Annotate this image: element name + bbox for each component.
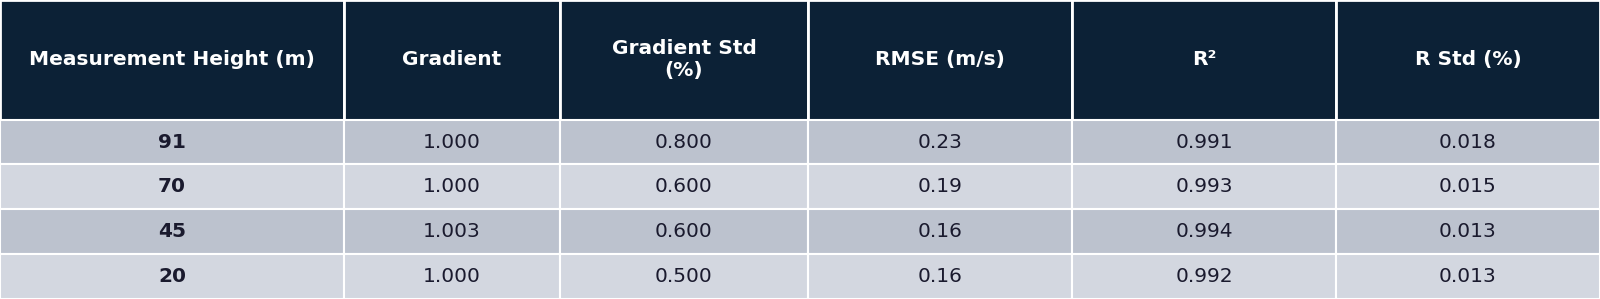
Bar <box>1336 0 1600 120</box>
Bar <box>1336 209 1600 254</box>
Text: 91: 91 <box>158 132 186 152</box>
Text: Measurement Height (m): Measurement Height (m) <box>29 50 315 69</box>
Text: 1.000: 1.000 <box>422 132 482 152</box>
Bar <box>808 164 1072 209</box>
Bar <box>560 0 808 120</box>
Text: 0.600: 0.600 <box>654 177 714 196</box>
Text: 0.600: 0.600 <box>654 222 714 241</box>
Bar <box>0 164 344 209</box>
Text: 0.16: 0.16 <box>917 222 963 241</box>
Bar <box>0 254 344 299</box>
Bar <box>1072 0 1336 120</box>
Bar <box>1072 209 1336 254</box>
Text: 20: 20 <box>158 267 186 286</box>
Bar <box>808 209 1072 254</box>
Text: 0.16: 0.16 <box>917 267 963 286</box>
Bar <box>1336 164 1600 209</box>
Text: 1.003: 1.003 <box>422 222 482 241</box>
Text: 0.992: 0.992 <box>1174 267 1234 286</box>
Bar <box>0 209 344 254</box>
Text: R Std (%): R Std (%) <box>1414 50 1522 69</box>
Text: 0.800: 0.800 <box>654 132 714 152</box>
Bar <box>344 164 560 209</box>
Bar <box>344 209 560 254</box>
Bar <box>344 120 560 164</box>
Text: 0.19: 0.19 <box>917 177 963 196</box>
Text: 0.994: 0.994 <box>1174 222 1234 241</box>
Text: 0.23: 0.23 <box>917 132 963 152</box>
Bar <box>0 120 344 164</box>
Text: R²: R² <box>1192 50 1216 69</box>
Text: 0.018: 0.018 <box>1438 132 1498 152</box>
Text: 0.991: 0.991 <box>1174 132 1234 152</box>
Bar <box>560 209 808 254</box>
Bar <box>808 0 1072 120</box>
Bar <box>808 254 1072 299</box>
Text: 0.015: 0.015 <box>1438 177 1498 196</box>
Bar <box>808 120 1072 164</box>
Bar <box>560 120 808 164</box>
Text: Gradient: Gradient <box>402 50 502 69</box>
Text: 70: 70 <box>158 177 186 196</box>
Bar <box>1336 120 1600 164</box>
Text: 1.000: 1.000 <box>422 267 482 286</box>
Bar <box>1072 164 1336 209</box>
Bar <box>1072 254 1336 299</box>
Bar <box>1072 120 1336 164</box>
Bar <box>560 254 808 299</box>
Text: 45: 45 <box>158 222 186 241</box>
Text: 0.500: 0.500 <box>654 267 714 286</box>
Bar <box>1336 254 1600 299</box>
Text: Gradient Std
(%): Gradient Std (%) <box>611 39 757 80</box>
Bar <box>0 0 344 120</box>
Text: 1.000: 1.000 <box>422 177 482 196</box>
Bar <box>560 164 808 209</box>
Text: 0.993: 0.993 <box>1176 177 1232 196</box>
Text: RMSE (m/s): RMSE (m/s) <box>875 50 1005 69</box>
Text: 0.013: 0.013 <box>1438 267 1498 286</box>
Text: 0.013: 0.013 <box>1438 222 1498 241</box>
Bar <box>344 0 560 120</box>
Bar <box>344 254 560 299</box>
